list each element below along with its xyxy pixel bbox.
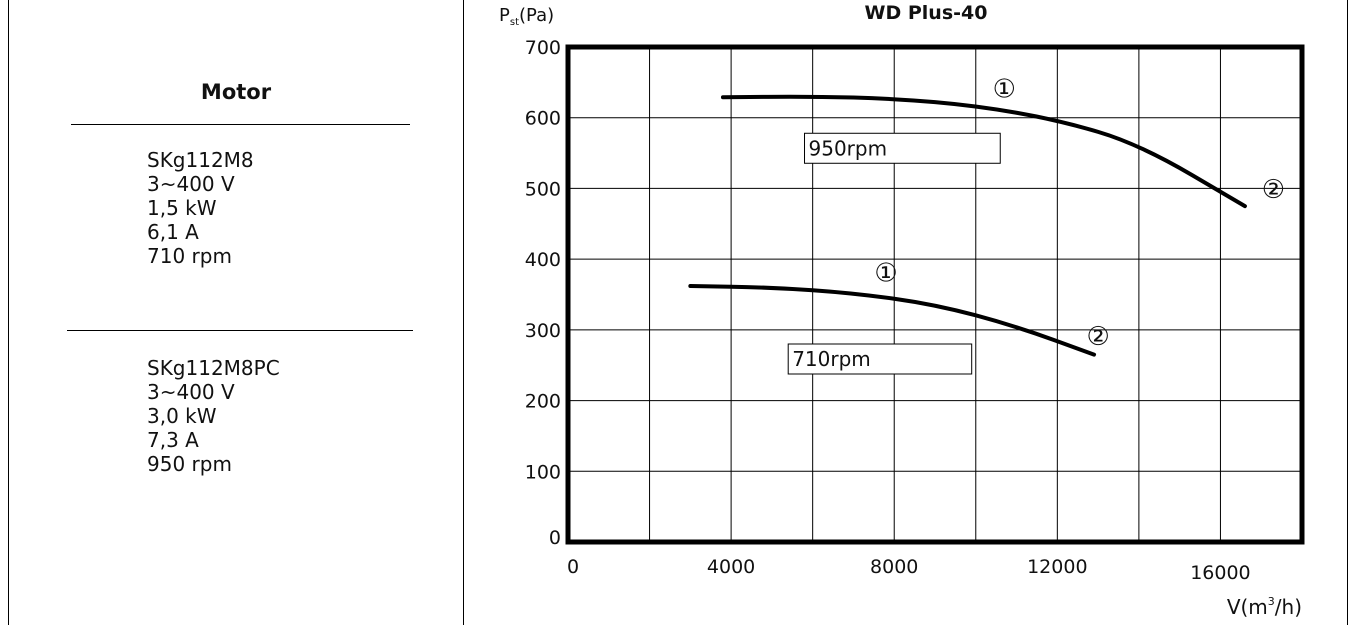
- y-tick-label: 100: [525, 461, 561, 483]
- x-axis-label-main: V(m: [1227, 595, 1268, 619]
- plot-frame: [565, 44, 1305, 545]
- motor-2-power: 3,0 kW: [147, 404, 217, 428]
- figure-frame: [8, 0, 1348, 625]
- y-tick-labels: 0 100 200 300 400 500 600 700: [525, 37, 561, 549]
- panel-divider: [463, 0, 464, 625]
- motor-2-voltage: 3~400 V: [147, 380, 235, 404]
- chart-title: WD Plus-40: [865, 2, 988, 24]
- x-tick-label: 12000: [1027, 556, 1087, 578]
- motor-panel: Motor SKg112M8 3~400 V 1,5 kW 6,1 A 710 …: [9, 0, 463, 625]
- x-tick-label: 0: [567, 556, 579, 578]
- y-tick-label: 300: [525, 320, 561, 342]
- curve-point-marker: ①: [874, 259, 897, 289]
- motor-1-model: SKg112M8: [147, 148, 254, 172]
- series-label-box: [787, 343, 973, 375]
- motor-rule-top: [71, 124, 410, 125]
- x-axis-label-unit: /h): [1275, 595, 1302, 619]
- y-axis-label-sub: st: [510, 17, 519, 28]
- motor-1-power: 1,5 kW: [147, 196, 217, 220]
- series-line-710rpm: [688, 284, 1097, 357]
- y-tick-label: 200: [525, 391, 561, 413]
- motor-2-current: 7,3 A: [147, 428, 199, 452]
- motor-title: Motor: [200, 80, 272, 104]
- x-axis-label: V(m3/h): [1227, 595, 1302, 619]
- y-tick-label: 0: [549, 527, 561, 549]
- curve-point-marker: ②: [1262, 175, 1285, 205]
- x-tick-label: 4000: [707, 556, 755, 578]
- motor-1-speed: 710 rpm: [147, 244, 232, 268]
- motor-2-model: SKg112M8PC: [147, 356, 280, 380]
- motor-1-voltage: 3~400 V: [147, 172, 235, 196]
- series-label-box: [804, 132, 1001, 164]
- fan-curve-chart: 0 100 200 300 400 500 600 700 0 4000 8000 12000 160…: [499, 2, 1305, 619]
- x-tick-labels: 0 4000 8000 12000 16000: [567, 556, 1251, 584]
- motor-1-specs: SKg112M8 3~400 V 1,5 kW 6,1 A 710 rpm: [147, 148, 254, 268]
- motor-2-speed: 950 rpm: [147, 452, 232, 476]
- curve-point-marker: ①: [993, 75, 1016, 105]
- x-tick-label: 8000: [870, 556, 918, 578]
- y-axis-label-main: P: [499, 5, 510, 26]
- curve-point-marker: ②: [1086, 322, 1109, 352]
- series-label: 950rpm: [809, 136, 888, 160]
- y-tick-label: 500: [525, 178, 561, 200]
- y-axis-label-unit: (Pa): [519, 5, 554, 26]
- y-tick-label: 700: [525, 37, 561, 59]
- series-label: 710rpm: [792, 347, 871, 371]
- motor-2-specs: SKg112M8PC 3~400 V 3,0 kW 7,3 A 950 rpm: [147, 356, 280, 476]
- x-tick-label: 16000: [1190, 562, 1250, 584]
- grid-lines: [568, 47, 1302, 542]
- y-tick-label: 400: [525, 249, 561, 271]
- motor-rule-middle: [67, 330, 413, 331]
- series-lines: [688, 94, 1247, 357]
- x-axis-label-sup: 3: [1268, 595, 1275, 608]
- motor-1-current: 6,1 A: [147, 220, 199, 244]
- series-labels: 950rpm ① ② 710rpm ① ②: [787, 75, 1285, 375]
- series-line-950rpm: [720, 94, 1247, 209]
- y-axis-label: Pst(Pa): [499, 5, 554, 28]
- y-tick-label: 600: [525, 108, 561, 130]
